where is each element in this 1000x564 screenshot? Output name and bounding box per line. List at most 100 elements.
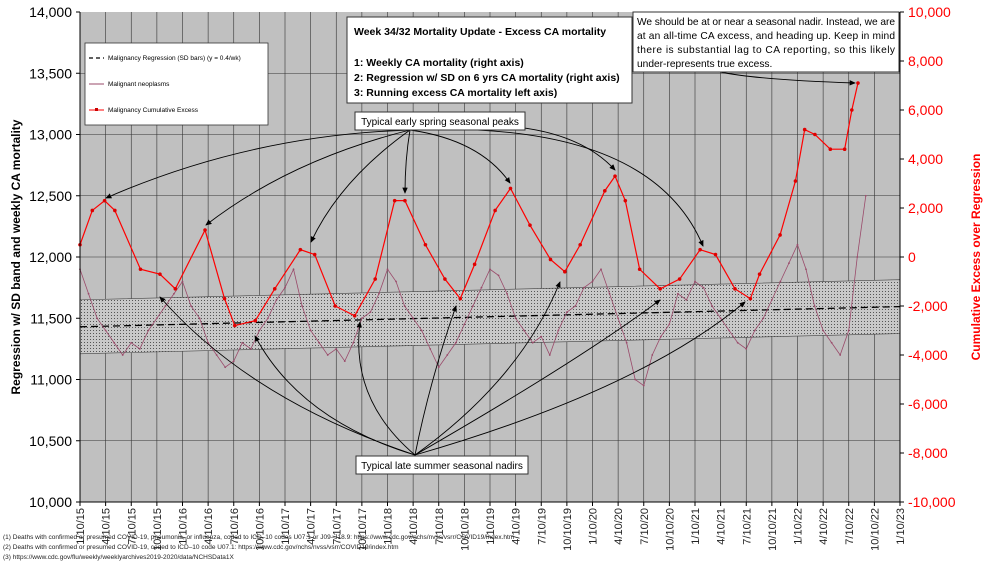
left-tick-label: 14,000 — [29, 4, 72, 20]
x-tick-label: 4/10/16 — [203, 508, 215, 545]
cumulative-point — [472, 262, 477, 267]
weekly-point — [813, 305, 816, 307]
x-tick-label: 4/10/22 — [818, 508, 830, 545]
x-tick-label: 10/10/22 — [869, 508, 881, 551]
weekly-point — [779, 280, 782, 283]
left-tick-label: 13,000 — [29, 127, 72, 143]
weekly-point — [600, 268, 602, 271]
right-tick-labels: -10,000 -8,000 -6,000 -4,000 -2,000 0 2,000 4,0… — [908, 4, 956, 510]
right-tick-label: -6,000 — [908, 396, 948, 412]
cumulative-point — [392, 198, 397, 203]
cumulative-point — [232, 323, 237, 328]
cumulative-point — [312, 252, 317, 257]
cumulative-point — [623, 198, 628, 203]
weekly-point — [181, 280, 184, 283]
cumulative-point — [802, 127, 807, 132]
weekly-point — [659, 335, 662, 338]
weekly-point — [232, 360, 235, 363]
weekly-point — [446, 354, 449, 356]
cumulative-point — [333, 304, 338, 308]
weekly-point — [540, 335, 543, 338]
weekly-point — [506, 292, 508, 295]
cumulative-point — [603, 189, 607, 193]
title-line-1: 1: Weekly CA mortality (right axis) — [354, 57, 524, 69]
weekly-point — [617, 317, 620, 320]
svg-text:under-represents true excess.: under-represents true excess. — [637, 59, 772, 70]
cumulative-point — [102, 198, 107, 203]
left-tick-label: 12,000 — [29, 249, 72, 265]
left-tick-label: 12,500 — [29, 188, 72, 204]
weekly-point — [284, 286, 286, 289]
svg-text:Typical early spring seasonal: Typical early spring seasonal peaks — [361, 117, 519, 128]
weekly-point — [352, 341, 355, 344]
x-tick-label: 10/10/20 — [664, 508, 676, 551]
weekly-point — [514, 317, 517, 320]
weekly-point — [719, 317, 722, 320]
left-tick-label: 10,000 — [29, 494, 72, 510]
weekly-point — [608, 292, 611, 295]
weekly-point — [711, 305, 713, 307]
weekly-point — [583, 286, 585, 289]
footnotes: (1) Deaths with confirmed or presumed CO… — [3, 534, 514, 561]
weekly-point — [847, 329, 850, 332]
cumulative-point — [842, 147, 847, 151]
cumulative-point — [90, 208, 95, 213]
weekly-point — [420, 329, 423, 332]
x-tick-label: 7/10/17 — [331, 508, 343, 545]
weekly-point — [155, 317, 158, 320]
weekly-point — [591, 280, 594, 283]
x-tick-label: 1/10/16 — [178, 508, 190, 545]
weekly-point — [839, 354, 842, 356]
x-tick-label: 7/10/21 — [741, 508, 753, 545]
weekly-point — [318, 341, 321, 344]
right-tick-label: 0 — [908, 249, 916, 265]
weekly-point — [685, 298, 688, 301]
weekly-point — [694, 280, 696, 283]
cumulative-point — [828, 147, 833, 151]
note-box: We should be at or near a seasonal nadir… — [632, 11, 900, 73]
cumulative-point — [813, 132, 817, 137]
weekly-point — [241, 341, 244, 344]
x-tick-label: 4/10/18 — [408, 508, 420, 545]
weekly-point — [830, 341, 833, 344]
weekly-point — [164, 305, 167, 307]
cumulative-point — [578, 242, 582, 247]
weekly-point — [198, 317, 201, 320]
cumulative-point — [637, 267, 642, 272]
right-tick-label: 8,000 — [908, 53, 943, 69]
weekly-point — [523, 329, 526, 332]
svg-text:Typical late summer seasonal n: Typical late summer seasonal nadirs — [361, 461, 523, 472]
weekly-point — [147, 329, 150, 332]
right-tick-label: 10,000 — [908, 4, 951, 20]
weekly-point — [642, 384, 645, 387]
cumulative-point — [563, 269, 567, 274]
weekly-point — [463, 323, 466, 326]
weekly-point — [326, 354, 329, 356]
cumulative-point — [352, 314, 357, 318]
chart-title: Week 34/32 Mortality Update - Excess CA … — [354, 26, 606, 38]
svg-text:(1) Deaths with confirmed or p: (1) Deaths with confirmed or presumed CO… — [3, 534, 514, 541]
weekly-point — [309, 329, 312, 332]
x-tick-label: 10/10/16 — [254, 508, 266, 551]
title-line-3: 3: Running excess CA mortality left axis… — [354, 87, 557, 99]
weekly-point — [412, 317, 415, 320]
right-tick-label: 6,000 — [908, 102, 943, 118]
cumulative-point — [793, 179, 798, 183]
left-tick-label: 13,500 — [29, 65, 72, 81]
cumulative-point — [698, 247, 702, 252]
cumulative-point — [733, 287, 737, 291]
cumulative-point — [403, 198, 407, 203]
weekly-point — [702, 286, 705, 289]
weekly-point — [343, 360, 346, 363]
left-axis-label: Regression w/ SD band and weekly CA mort… — [9, 119, 23, 394]
weekly-point — [437, 366, 440, 369]
svg-text:there is substantial lag to CA: there is substantial lag to CA reporting… — [637, 45, 896, 56]
weekly-series — [79, 194, 867, 387]
weekly-point — [403, 305, 406, 307]
cumulative-point — [443, 277, 447, 281]
x-tick-label: 7/10/22 — [844, 508, 856, 545]
x-tick-label: 1/10/18 — [383, 508, 395, 545]
x-tick-label: 4/10/15 — [101, 508, 113, 545]
cumulative-point — [138, 267, 143, 272]
